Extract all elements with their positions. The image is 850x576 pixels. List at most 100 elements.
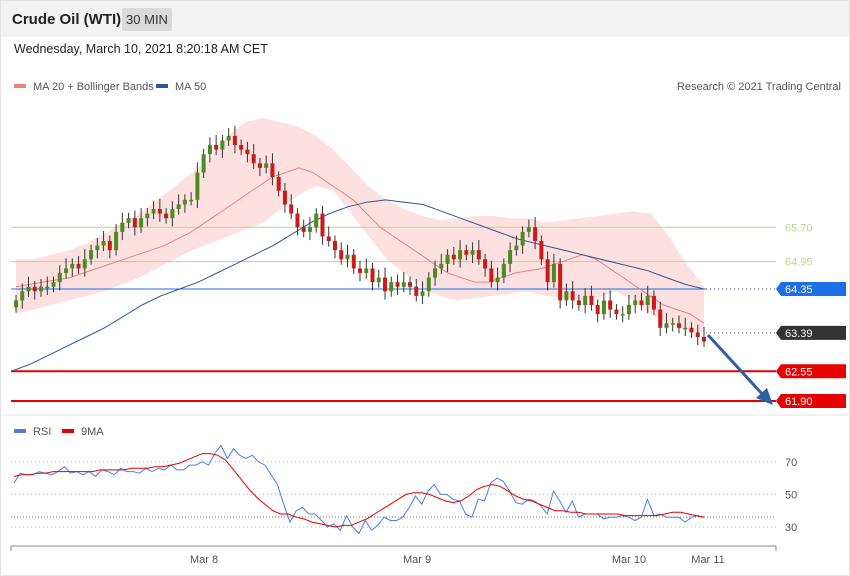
level-tag-62-55 bbox=[776, 364, 846, 379]
candle-body bbox=[664, 323, 669, 328]
rsi-panel: 30 50 70 bbox=[11, 444, 797, 535]
candle-body bbox=[583, 295, 588, 305]
candle-body bbox=[451, 254, 456, 260]
candle-body bbox=[132, 218, 137, 228]
candle-body bbox=[57, 273, 62, 283]
price-levels bbox=[11, 226, 776, 402]
candle-body bbox=[414, 286, 419, 296]
candle-body bbox=[608, 300, 613, 310]
bollinger-band-area bbox=[16, 117, 704, 333]
candle-body bbox=[276, 177, 281, 191]
candle-body bbox=[595, 304, 600, 315]
candle-body bbox=[358, 268, 362, 274]
rsi-legend-swatch bbox=[14, 429, 26, 433]
candle-body bbox=[439, 263, 444, 269]
candle-body bbox=[282, 190, 287, 205]
main-legend: MA 20 + Bollinger Bands MA 50 Research ©… bbox=[14, 81, 841, 93]
candle-body bbox=[589, 295, 594, 305]
candle-body bbox=[520, 231, 525, 246]
candle-body bbox=[558, 263, 563, 301]
candle-body bbox=[401, 282, 406, 287]
level-value-64-95: 64.95 bbox=[785, 257, 813, 269]
candle-body bbox=[176, 204, 181, 210]
candle-body bbox=[107, 241, 112, 251]
candle-body bbox=[501, 263, 506, 278]
candle-body bbox=[495, 277, 500, 283]
candle-body bbox=[89, 250, 94, 260]
candle-body bbox=[314, 213, 319, 228]
level-tag-64-35 bbox=[776, 282, 846, 296]
candle-body bbox=[14, 300, 18, 308]
instrument-title: Crude Oil (WTI) bbox=[12, 11, 122, 28]
candle-body bbox=[702, 336, 706, 342]
candle-body bbox=[226, 135, 231, 141]
candle-body bbox=[239, 145, 244, 150]
candle-body bbox=[120, 222, 125, 232]
level-value-64-35: 64.35 bbox=[785, 284, 813, 296]
level-value-62-55: 62.55 bbox=[785, 366, 813, 378]
candle-body bbox=[82, 259, 87, 269]
candle-body bbox=[576, 300, 581, 305]
ma20-line bbox=[15, 167, 705, 324]
ma20-legend-swatch bbox=[14, 84, 26, 88]
candle-body bbox=[620, 314, 625, 316]
ma20-legend-label: MA 20 + Bollinger Bands bbox=[33, 81, 154, 93]
candle-body bbox=[32, 286, 37, 292]
candle-body bbox=[95, 245, 100, 251]
candle-body bbox=[189, 199, 194, 202]
candle-body bbox=[376, 277, 381, 283]
candle-body bbox=[651, 295, 656, 310]
level-value-61-90: 61.90 bbox=[785, 396, 813, 408]
candle-body bbox=[270, 163, 275, 178]
candle-body bbox=[326, 236, 331, 242]
candle-body bbox=[39, 286, 44, 292]
candle-body bbox=[570, 291, 575, 301]
candle-body bbox=[145, 213, 150, 219]
candle-body bbox=[51, 282, 56, 287]
candle-body bbox=[289, 204, 294, 214]
candle-body bbox=[370, 268, 375, 283]
level-tag-63-39 bbox=[776, 325, 846, 340]
level-value-63-39: 63.39 bbox=[785, 328, 813, 340]
candle-body bbox=[257, 163, 262, 168]
header-bar: Crude Oil (WTI) 30 MIN bbox=[1, 1, 849, 37]
x-tick-mar-8: Mar 8 bbox=[190, 554, 218, 566]
candle-body bbox=[658, 309, 663, 328]
timeframe-badge[interactable]: 30 MIN bbox=[122, 8, 172, 31]
candle-body bbox=[295, 213, 300, 228]
candle-body bbox=[64, 268, 69, 274]
ma50-legend-swatch bbox=[156, 84, 168, 88]
candle-body bbox=[408, 282, 413, 287]
candle-body bbox=[445, 254, 450, 264]
candle-body bbox=[151, 209, 156, 214]
candle-body bbox=[101, 241, 106, 246]
9ma-legend-label: 9MA bbox=[81, 426, 104, 438]
forecast-arrow-shaft bbox=[706, 333, 766, 398]
candle-body bbox=[514, 245, 519, 251]
candle-body bbox=[545, 259, 550, 283]
price-level-tags: 65.70 64.95 64.35 63.39 62.55 61.90 bbox=[776, 222, 846, 408]
candle-body bbox=[76, 263, 81, 269]
rsi-tick-30: 30 bbox=[785, 522, 797, 534]
time-axis: Mar 8 Mar 9 Mar 10 Mar 11 bbox=[10, 545, 777, 566]
candle-body bbox=[251, 154, 256, 164]
9ma-legend-swatch bbox=[62, 429, 74, 433]
candle-body bbox=[214, 145, 219, 150]
candle-body bbox=[639, 300, 644, 305]
candle-body bbox=[201, 154, 206, 173]
candle-body bbox=[139, 218, 144, 228]
candle-body bbox=[389, 282, 394, 292]
candle-body bbox=[45, 286, 50, 289]
rsi-legend: RSI 9MA bbox=[14, 426, 104, 438]
candle-body bbox=[508, 250, 513, 264]
level-value-65-70: 65.70 bbox=[785, 222, 813, 234]
candle-body bbox=[195, 172, 200, 200]
candle-body bbox=[114, 231, 119, 251]
candle-body bbox=[670, 323, 675, 325]
candle-body bbox=[70, 263, 75, 269]
candle-body bbox=[351, 254, 356, 269]
forecast-arrow bbox=[706, 333, 773, 405]
candle-body bbox=[458, 250, 463, 260]
candle-body bbox=[633, 300, 638, 305]
rsi-line bbox=[13, 444, 705, 535]
